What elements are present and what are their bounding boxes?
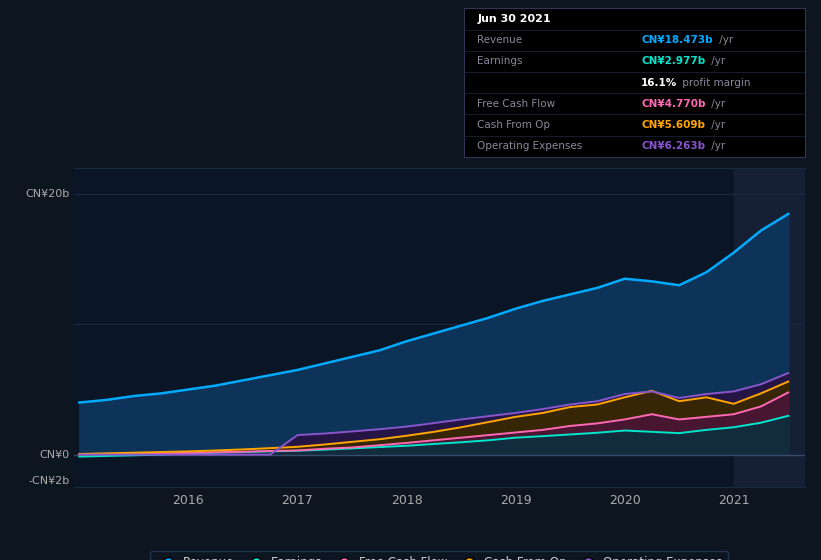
Text: Revenue: Revenue — [478, 35, 523, 45]
Text: /yr: /yr — [709, 120, 726, 130]
Bar — [734, 168, 805, 487]
Text: Earnings: Earnings — [478, 57, 523, 67]
Text: CN¥20b: CN¥20b — [25, 189, 70, 199]
Text: /yr: /yr — [709, 141, 726, 151]
Text: CN¥4.770b: CN¥4.770b — [641, 99, 705, 109]
Text: -CN¥2b: -CN¥2b — [29, 475, 70, 486]
Text: CN¥6.263b: CN¥6.263b — [641, 141, 705, 151]
Text: Cash From Op: Cash From Op — [478, 120, 551, 130]
Text: /yr: /yr — [716, 35, 733, 45]
Text: CN¥2.977b: CN¥2.977b — [641, 57, 705, 67]
Text: profit margin: profit margin — [678, 78, 750, 87]
Text: /yr: /yr — [709, 57, 726, 67]
Text: CN¥18.473b: CN¥18.473b — [641, 35, 713, 45]
Text: 16.1%: 16.1% — [641, 78, 677, 87]
Legend: Revenue, Earnings, Free Cash Flow, Cash From Op, Operating Expenses: Revenue, Earnings, Free Cash Flow, Cash … — [150, 550, 728, 560]
Text: Jun 30 2021: Jun 30 2021 — [478, 14, 551, 24]
Text: CN¥5.609b: CN¥5.609b — [641, 120, 705, 130]
Text: /yr: /yr — [709, 99, 726, 109]
Text: Free Cash Flow: Free Cash Flow — [478, 99, 556, 109]
Text: CN¥0: CN¥0 — [39, 450, 70, 460]
Text: Operating Expenses: Operating Expenses — [478, 141, 583, 151]
